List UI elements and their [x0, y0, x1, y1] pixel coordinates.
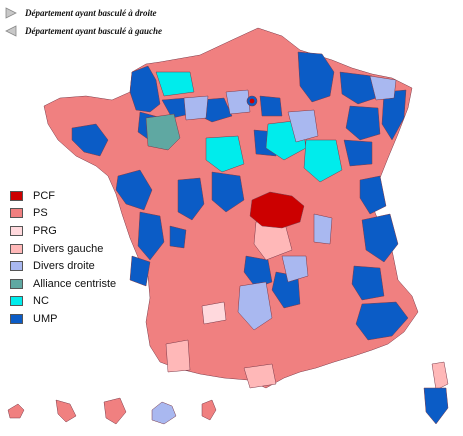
legend-label: PRG	[33, 224, 57, 237]
dep-dvg-aude	[243, 363, 277, 389]
overseas-mayotte	[201, 399, 217, 421]
dep-ump-dordogne	[169, 225, 187, 249]
legend-label: Divers gauche	[33, 242, 104, 255]
legend-swatch	[10, 278, 23, 289]
dep-dvd-yvelines	[225, 89, 251, 115]
dep-ump-alps	[361, 213, 399, 263]
corsica-north	[431, 361, 449, 391]
legend-item-prg: PRG	[10, 222, 116, 240]
dep-dvd-cantal	[281, 255, 309, 283]
legend-label: PS	[33, 207, 48, 220]
dep-ump-manche	[129, 65, 161, 113]
dep-ump-indre	[211, 171, 245, 213]
legend-item-nc: NC	[10, 293, 116, 311]
legend-swatch	[10, 190, 23, 201]
party-legend: PCF PS PRG Divers gauche Divers droite A…	[10, 187, 116, 328]
legend-item-alliance-centriste: Alliance centriste	[10, 275, 116, 293]
legend-swatch	[10, 208, 23, 219]
dep-ump-gironde	[137, 211, 165, 261]
dep-nc-somme	[155, 71, 195, 97]
dep-dvd-moselle	[369, 75, 397, 101]
swing-legend: Département ayant basculé à droite Dépar…	[5, 4, 162, 40]
dep-dvd-loire	[313, 213, 333, 245]
triangle-right-icon	[5, 7, 17, 19]
legend-item-pcf: PCF	[10, 187, 116, 205]
legend-label: PCF	[33, 189, 55, 202]
dep-ump-champagne	[297, 51, 335, 103]
dep-dvd-eure	[183, 95, 209, 121]
dep-nc-marne	[303, 139, 343, 183]
legend-label: Alliance centriste	[33, 277, 117, 290]
dep-ump-vienne	[177, 177, 205, 221]
dep-pcf-allier	[249, 191, 305, 229]
dep-ump-provence	[355, 301, 409, 341]
swing-legend-right-label: Département ayant basculé à droite	[25, 8, 157, 18]
overseas-guadeloupe	[7, 403, 25, 419]
legend-swatch	[10, 296, 23, 307]
dep-alliance-sarthe	[145, 113, 181, 151]
legend-label: UMP	[33, 312, 58, 325]
swing-legend-left: Département ayant basculé à gauche	[5, 22, 162, 40]
swing-legend-right: Département ayant basculé à droite	[5, 4, 162, 22]
triangle-left-icon	[5, 25, 17, 37]
legend-item-ump: UMP	[10, 310, 116, 328]
legend-swatch	[10, 225, 23, 236]
legend-swatch	[10, 313, 23, 324]
legend-item-divers-gauche: Divers gauche	[10, 240, 116, 258]
dep-ump-vosges	[343, 139, 373, 167]
corsica-south	[423, 387, 449, 425]
dep-ump-jura	[359, 175, 387, 215]
overseas-reunion	[151, 401, 177, 425]
dep-ump-drome	[351, 265, 385, 301]
overseas-guyane	[103, 397, 127, 425]
dep-ump-landes	[129, 255, 151, 287]
dep-ump-alsace	[381, 89, 407, 141]
dep-ump-west	[115, 169, 153, 211]
dep-ump-brittany	[71, 123, 109, 157]
legend-label: Divers droite	[33, 260, 95, 273]
overseas-martinique	[55, 399, 77, 423]
dep-ump-lorraine	[339, 71, 377, 105]
legend-item-ps: PS	[10, 205, 116, 223]
swing-legend-left-label: Département ayant basculé à gauche	[25, 26, 162, 36]
dep-nc-centre	[205, 135, 245, 173]
legend-swatch	[10, 243, 23, 254]
legend-item-divers-droite: Divers droite	[10, 257, 116, 275]
dep-ump-paris-east	[259, 95, 283, 117]
dep-ump-moselle	[345, 105, 381, 141]
dep-dvd-tarn	[237, 281, 273, 331]
dep-dvg-pyrenees	[165, 339, 191, 373]
legend-label: NC	[33, 295, 49, 308]
legend-swatch	[10, 261, 23, 272]
dep-prg-gers	[201, 301, 227, 325]
dep-dvd-ardennes	[287, 109, 319, 143]
